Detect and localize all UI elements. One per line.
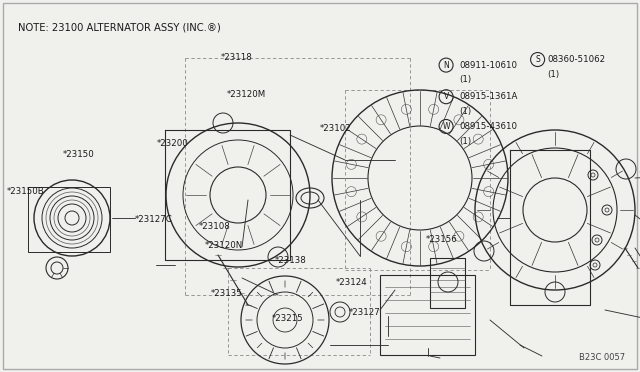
Text: *23127: *23127 [349,308,381,317]
Text: *23150B: *23150B [6,187,44,196]
Text: *23135: *23135 [211,289,243,298]
Text: 08360-51062: 08360-51062 [547,55,605,64]
Text: V: V [444,92,449,101]
Text: *23118: *23118 [221,53,253,62]
Bar [28,187,110,252]
Text: 08915-43610: 08915-43610 [460,122,518,131]
Text: 08915-1361A: 08915-1361A [460,92,518,101]
Text: *23102: *23102 [320,124,352,133]
Text: *23200: *23200 [157,139,189,148]
Text: *23120N: *23120N [205,241,243,250]
Text: *23124: *23124 [336,278,368,287]
Text: *23156: *23156 [426,235,458,244]
Text: (1): (1) [460,107,472,116]
Text: S: S [535,55,540,64]
Text: (1): (1) [547,70,559,79]
Text: *23215: *23215 [272,314,304,323]
Text: *23127C: *23127C [134,215,172,224]
Text: (1): (1) [460,137,472,146]
Text: *23138: *23138 [275,256,307,265]
Text: Β23C 0057: Β23C 0057 [579,353,625,362]
Text: *23150: *23150 [63,150,95,159]
Text: *23108: *23108 [198,222,230,231]
Text: *23120M: *23120M [227,90,266,99]
Bar [430,258,465,308]
Text: (1): (1) [460,76,472,84]
Text: N: N [444,61,449,70]
Text: NOTE: 23100 ALTERNATOR ASSY (INC.®): NOTE: 23100 ALTERNATOR ASSY (INC.®) [18,23,221,33]
Text: 08911-10610: 08911-10610 [460,61,518,70]
Text: W: W [442,122,450,131]
Bar [380,275,475,355]
